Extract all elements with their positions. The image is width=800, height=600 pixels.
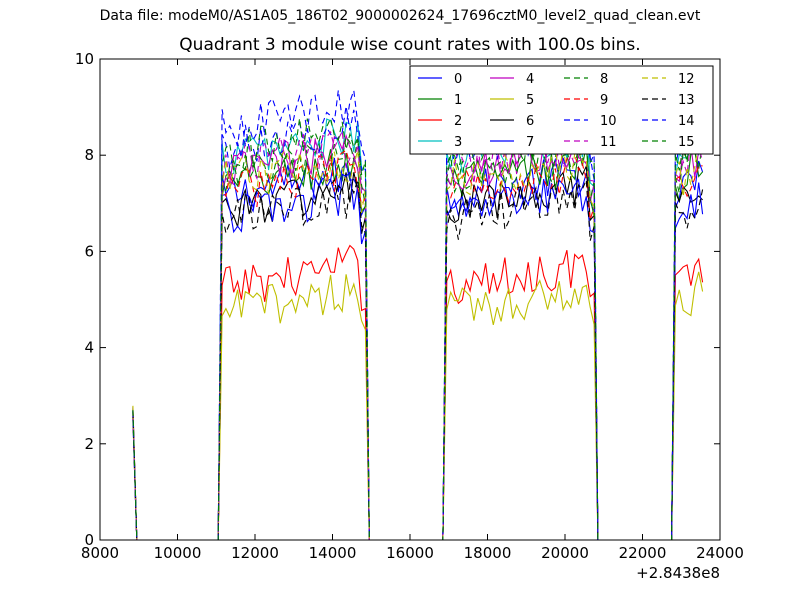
series-layer (132, 85, 704, 540)
x-tick-label: 22000 (619, 544, 667, 562)
series-line-15 (132, 116, 704, 540)
legend-label-3: 3 (454, 135, 462, 150)
figure-suptitle: Data file: modeM0/AS1A05_186T02_90000026… (99, 8, 701, 24)
y-tick-label: 2 (84, 435, 94, 453)
x-tick-label: 12000 (231, 544, 279, 562)
series-line-0 (132, 157, 704, 540)
x-tick-label: 18000 (464, 544, 512, 562)
series-line-2 (132, 244, 704, 540)
legend-label-1: 1 (454, 93, 462, 108)
legend-label-15: 15 (678, 135, 695, 150)
legend-label-5: 5 (526, 93, 534, 108)
legend-label-0: 0 (454, 72, 462, 87)
x-offset-label: +2.8438e8 (636, 564, 720, 582)
legend-label-8: 8 (600, 72, 608, 87)
legend-label-14: 14 (678, 114, 695, 129)
legend-label-2: 2 (454, 114, 462, 129)
legend-label-10: 10 (600, 114, 617, 129)
legend-box (409, 65, 714, 155)
series-line-12 (132, 139, 703, 540)
y-tick-label: 6 (84, 242, 94, 260)
x-tick-label: 24000 (696, 544, 744, 562)
series-line-7 (132, 171, 704, 540)
x-tick-label: 14000 (309, 544, 357, 562)
series-line-10 (132, 106, 704, 540)
y-tick-label: 4 (84, 339, 94, 357)
x-tick-label: 20000 (541, 544, 589, 562)
legend-label-11: 11 (600, 135, 617, 150)
series-line-13 (132, 178, 704, 540)
series-line-5 (132, 271, 704, 540)
legend-label-6: 6 (526, 114, 534, 129)
legend-label-9: 9 (600, 93, 608, 108)
y-tick-label: 0 (84, 531, 94, 549)
y-tick-label: 8 (84, 146, 94, 164)
series-line-9 (132, 149, 703, 540)
y-tick-label: 10 (75, 50, 94, 68)
x-tick-label: 16000 (386, 544, 434, 562)
legend-label-12: 12 (678, 72, 695, 87)
axis-ticks: 8000 10000 12000 14000 16000 18000 20000 22000 2… (75, 50, 744, 562)
legend-label-7: 7 (526, 135, 534, 150)
x-tick-label: 10000 (154, 544, 202, 562)
legend-label-13: 13 (678, 93, 695, 108)
x-tick-label: 8000 (81, 544, 119, 562)
chart-title: Quadrant 3 module wise count rates with … (179, 35, 641, 55)
legend-label-4: 4 (526, 72, 534, 87)
series-line-6 (132, 164, 703, 540)
series-line-8 (132, 135, 704, 540)
